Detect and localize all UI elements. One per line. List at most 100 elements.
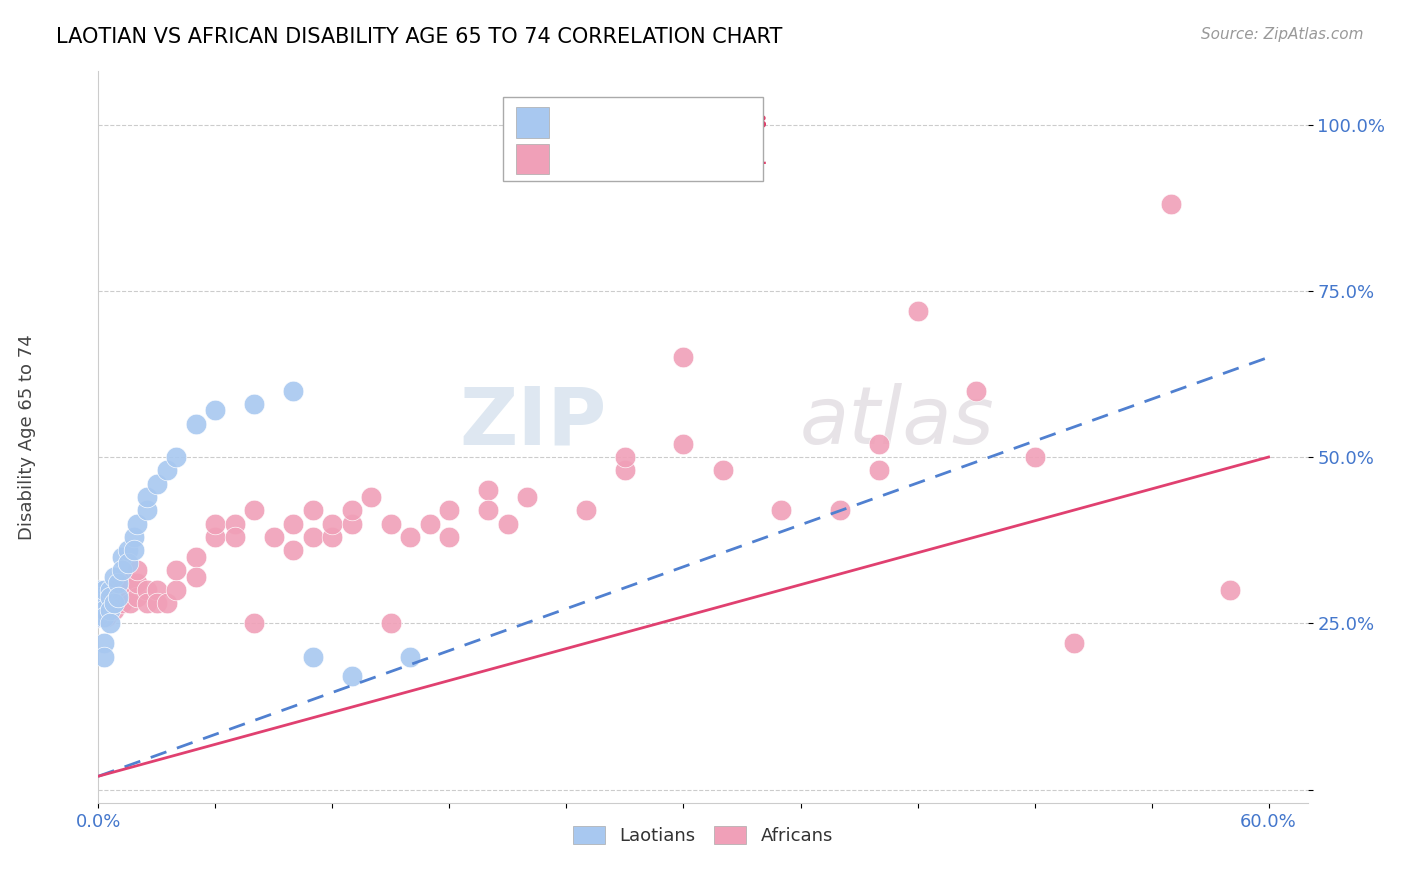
Point: [93, 649, 115, 664]
Point: [111, 563, 134, 577]
Point: [868, 436, 890, 450]
Point: [243, 503, 266, 517]
Text: Source: ZipAtlas.com: Source: ZipAtlas.com: [1201, 27, 1364, 42]
Point: [103, 570, 125, 584]
Text: N =: N =: [682, 113, 734, 131]
Point: [477, 483, 499, 498]
Point: [321, 530, 343, 544]
Point: [263, 530, 285, 544]
Point: [93, 582, 115, 597]
Point: [87, 603, 110, 617]
Point: [321, 516, 343, 531]
Point: [107, 576, 129, 591]
Point: [156, 596, 179, 610]
Point: [136, 503, 159, 517]
Point: [118, 596, 141, 610]
Point: [907, 303, 929, 318]
Point: [868, 463, 890, 477]
Point: [136, 582, 159, 597]
Y-axis label: Disability Age 65 to 74: Disability Age 65 to 74: [18, 334, 37, 540]
Point: [93, 609, 115, 624]
FancyBboxPatch shape: [503, 97, 763, 181]
Point: [96, 609, 118, 624]
Point: [98, 616, 121, 631]
Point: [439, 530, 461, 544]
Point: [87, 609, 110, 624]
Point: [103, 603, 125, 617]
Point: [122, 530, 145, 544]
Point: [111, 596, 134, 610]
Point: [127, 516, 149, 531]
Legend: Laotians, Africans: Laotians, Africans: [565, 819, 841, 852]
Point: [98, 590, 121, 604]
Point: [87, 590, 110, 604]
Point: [87, 596, 110, 610]
Point: [224, 516, 246, 531]
Text: 38: 38: [742, 113, 768, 131]
Point: [93, 636, 115, 650]
Point: [965, 384, 987, 398]
Text: 0.143: 0.143: [610, 113, 666, 131]
Point: [165, 450, 187, 464]
Text: 0.508: 0.508: [610, 150, 666, 168]
Point: [146, 582, 169, 597]
FancyBboxPatch shape: [516, 144, 550, 175]
Point: [614, 463, 637, 477]
Point: [399, 530, 422, 544]
Point: [146, 596, 169, 610]
Point: [283, 543, 305, 558]
Point: [165, 563, 187, 577]
Point: [1063, 636, 1085, 650]
Text: ZIP: ZIP: [458, 384, 606, 461]
Point: [122, 543, 145, 558]
Point: [87, 603, 110, 617]
Point: [340, 503, 363, 517]
Point: [136, 490, 159, 504]
Point: [672, 351, 695, 365]
Point: [1160, 197, 1182, 211]
Point: [439, 503, 461, 517]
Point: [399, 649, 422, 664]
Text: LAOTIAN VS AFRICAN DISABILITY AGE 65 TO 74 CORRELATION CHART: LAOTIAN VS AFRICAN DISABILITY AGE 65 TO …: [56, 27, 783, 46]
Point: [380, 516, 402, 531]
Point: [496, 516, 519, 531]
Point: [93, 596, 115, 610]
Point: [360, 490, 382, 504]
Point: [243, 616, 266, 631]
Point: [111, 549, 134, 564]
Point: [184, 570, 207, 584]
Point: [87, 609, 110, 624]
Point: [103, 582, 125, 597]
Point: [340, 669, 363, 683]
Point: [165, 582, 187, 597]
Text: N =: N =: [682, 150, 734, 168]
Point: [283, 516, 305, 531]
Point: [136, 596, 159, 610]
Point: [283, 384, 305, 398]
Point: [111, 582, 134, 597]
Point: [117, 557, 139, 571]
Point: [1024, 450, 1046, 464]
Text: atlas: atlas: [800, 384, 994, 461]
Point: [204, 403, 226, 417]
Point: [111, 590, 134, 604]
Point: [204, 530, 226, 544]
Point: [302, 503, 325, 517]
Point: [117, 543, 139, 558]
Point: [107, 590, 129, 604]
Point: [828, 503, 851, 517]
Point: [419, 516, 441, 531]
Point: [380, 616, 402, 631]
Point: [87, 596, 110, 610]
Point: [516, 490, 538, 504]
Point: [103, 596, 125, 610]
Point: [156, 463, 179, 477]
Point: [1219, 582, 1241, 597]
Point: [302, 649, 325, 664]
Point: [96, 603, 118, 617]
Point: [614, 450, 637, 464]
Point: [204, 516, 226, 531]
Point: [769, 503, 792, 517]
Point: [146, 476, 169, 491]
Point: [224, 530, 246, 544]
